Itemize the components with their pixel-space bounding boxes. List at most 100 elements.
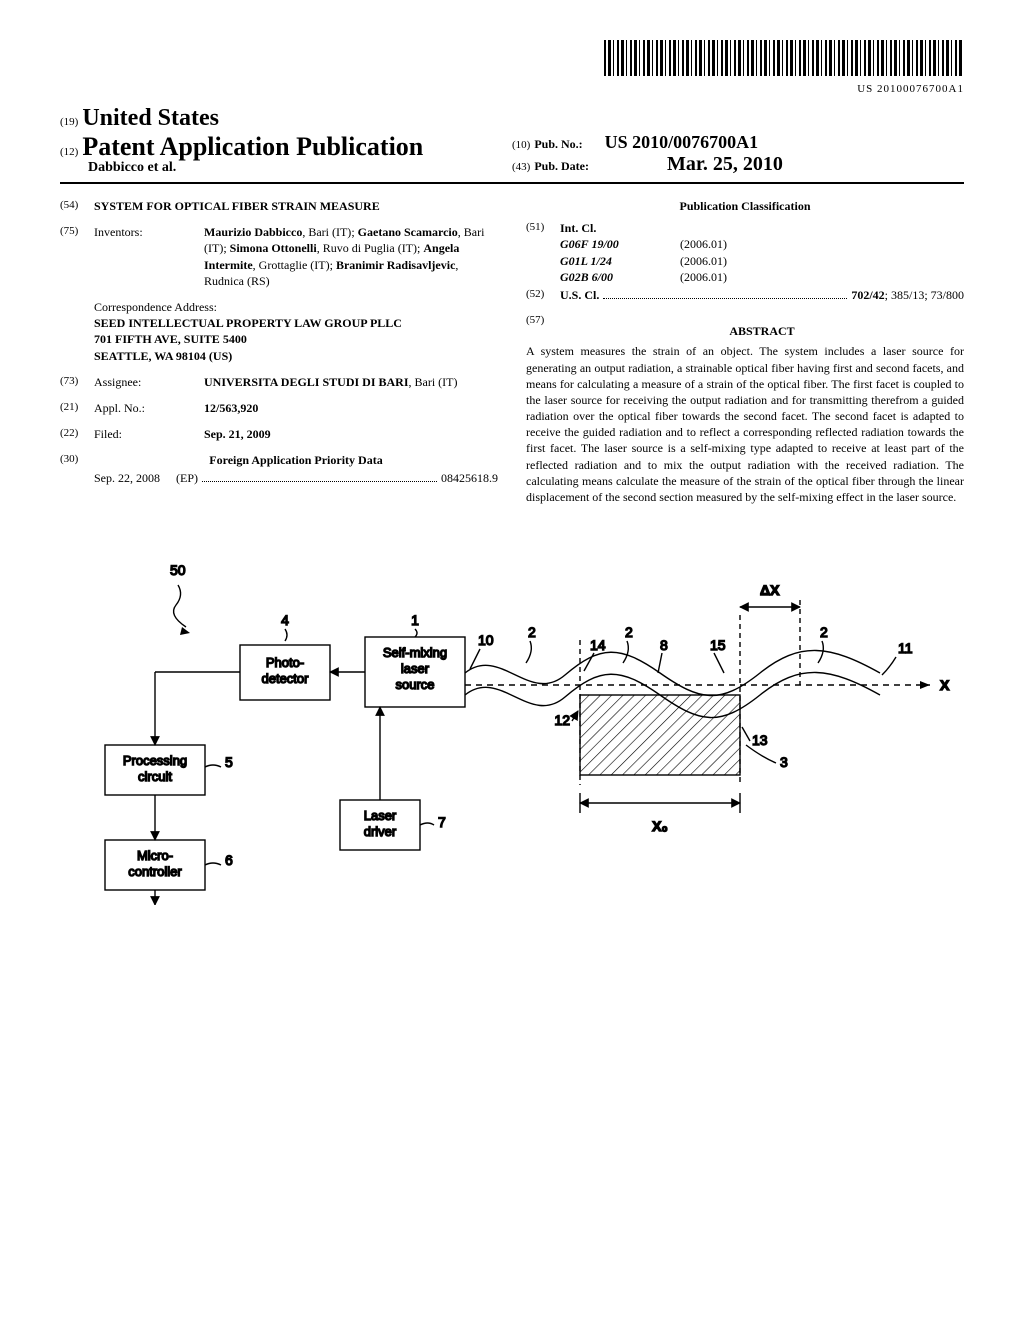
fig-box-proc-l2: circuit (138, 769, 172, 784)
right-column: Publication Classification (51) Int. Cl.… (526, 198, 964, 505)
fig-box-photo-l1: Photo- (266, 655, 304, 670)
intcl-label: Int. Cl. (560, 220, 964, 236)
pubdate-label: Pub. Date: (534, 159, 589, 173)
intcl-class: G06F 19/00 (560, 236, 680, 252)
pubno-value: US 2010/0076700A1 (605, 132, 759, 152)
assignee-name: UNIVERSITA DEGLI STUDI DI BARI (204, 375, 409, 389)
field-intcl: (51) Int. Cl. G06F 19/00 (2006.01) G01L … (526, 220, 964, 285)
priority-cc: (EP) (176, 470, 198, 486)
left-column: (54) SYSTEM FOR OPTICAL FIBER STRAIN MEA… (60, 198, 498, 505)
figure-svg: 50 Photo- detector Self-mixing laser sou… (60, 545, 960, 905)
priority-head: Foreign Application Priority Data (94, 452, 498, 468)
divider (60, 182, 964, 184)
fig-label-50: 50 (170, 562, 186, 578)
fig-label-8: 8 (660, 637, 668, 653)
inventor-name: Maurizio Dabbicco (204, 225, 302, 239)
intcl-year: (2006.01) (680, 269, 727, 285)
correspondence-addr2: SEATTLE, WA 98104 (US) (94, 348, 498, 364)
inventor-loc: Ruvo di Puglia (IT) (323, 241, 417, 255)
figure: 50 Photo- detector Self-mixing laser sou… (60, 545, 964, 910)
fig-label-dx: ΔX (760, 582, 780, 598)
inventors-code: (75) (60, 224, 94, 289)
field-assignee: (73) Assignee: UNIVERSITA DEGLI STUDI DI… (60, 374, 498, 390)
assignee-value: UNIVERSITA DEGLI STUDI DI BARI, Bari (IT… (204, 374, 498, 390)
inventors-list: Maurizio Dabbicco, Bari (IT); Gaetano Sc… (204, 224, 498, 289)
fig-label-3: 3 (780, 754, 788, 770)
inventor-name: Gaetano Scamarcio (358, 225, 458, 239)
field-filed: (22) Filed: Sep. 21, 2009 (60, 426, 498, 442)
pubno-label: Pub. No.: (534, 137, 582, 151)
fig-label-15: 15 (710, 637, 726, 653)
assignee-label: Assignee: (94, 374, 204, 390)
inventor-name: Branimir Radisavljevic (336, 258, 455, 272)
fig-label-13: 13 (752, 732, 768, 748)
intcl-row: G06F 19/00 (2006.01) (560, 236, 964, 252)
intcl-row: G01L 1/24 (2006.01) (560, 253, 964, 269)
inventor-loc: Rudnica (RS) (204, 274, 270, 288)
barcode-number: US 20100076700A1 (60, 83, 964, 95)
invention-title: SYSTEM FOR OPTICAL FIBER STRAIN MEASURE (94, 198, 498, 214)
fig-box-driver-l1: Laser (364, 808, 397, 823)
dotfill-icon (202, 471, 437, 483)
applno-code: (21) (60, 400, 94, 416)
applno-label: Appl. No.: (94, 400, 204, 416)
pubno-code: (10) (512, 139, 530, 151)
intcl-year: (2006.01) (680, 253, 727, 269)
barcode-block: US 20100076700A1 (60, 40, 964, 95)
fig-label-6: 6 (225, 852, 233, 868)
fig-label-2c: 2 (820, 624, 828, 640)
applno-value: 12/563,920 (204, 400, 498, 416)
fig-box-driver-l2: driver (364, 824, 397, 839)
assignee-code: (73) (60, 374, 94, 390)
fig-label-5: 5 (225, 754, 233, 770)
fig-box-laser-l3: source (395, 677, 434, 692)
inventor-loc: Grottaglie (IT) (259, 258, 330, 272)
title-code: (54) (60, 198, 94, 214)
correspondence-name: SEED INTELLECTUAL PROPERTY LAW GROUP PLL… (94, 315, 498, 331)
fig-label-10: 10 (478, 632, 494, 648)
filed-label: Filed: (94, 426, 204, 442)
correspondence-addr1: 701 FIFTH AVE, SUITE 5400 (94, 331, 498, 347)
priority-row: Sep. 22, 2008 (EP) 08425618.9 (94, 470, 498, 486)
uscl-value-bold: 702/42 (851, 287, 884, 303)
uscl-value-rest: ; 385/13; 73/800 (885, 287, 964, 303)
fig-box-micro-l1: Micro- (137, 848, 173, 863)
field-priority-head: (30) Foreign Application Priority Data (60, 452, 498, 468)
pub-code: (12) (60, 146, 78, 158)
field-applno: (21) Appl. No.: 12/563,920 (60, 400, 498, 416)
fig-box-proc-l1: Processing (123, 753, 187, 768)
fig-box-laser-l2: laser (401, 661, 430, 676)
priority-number: 08425618.9 (441, 470, 498, 486)
inventor-name: Simona Ottonelli (230, 241, 317, 255)
fig-label-12: 12 (554, 712, 570, 728)
fig-label-11: 11 (898, 640, 913, 656)
abstract-head: ABSTRACT (560, 323, 964, 339)
fig-label-2b: 2 (625, 624, 633, 640)
correspondence-block: Correspondence Address: SEED INTELLECTUA… (94, 299, 498, 364)
priority-code: (30) (60, 452, 94, 468)
intcl-class: G02B 6/00 (560, 269, 680, 285)
country: United States (82, 105, 219, 131)
publication-title: Patent Application Publication (82, 132, 423, 161)
fig-box-micro-l2: controller (128, 864, 182, 879)
abstract-head-row: (57) ABSTRACT (526, 313, 964, 343)
header: (19) United States (12) Patent Applicati… (60, 105, 964, 176)
inventor-loc: Bari (IT) (308, 225, 351, 239)
country-code: (19) (60, 116, 78, 128)
fig-label-14: 14 (590, 637, 606, 653)
filed-code: (22) (60, 426, 94, 442)
abstract-body: A system measures the strain of an objec… (526, 343, 964, 505)
abstract-code: (57) (526, 313, 560, 343)
fig-label-1: 1 (411, 612, 419, 628)
fig-label-4: 4 (281, 612, 289, 628)
pubdate-code: (43) (512, 161, 530, 173)
pub-classification-head: Publication Classification (526, 198, 964, 214)
body-columns: (54) SYSTEM FOR OPTICAL FIBER STRAIN MEA… (60, 198, 964, 505)
inventors-label: Inventors: (94, 224, 204, 289)
intcl-row: G02B 6/00 (2006.01) (560, 269, 964, 285)
filed-value: Sep. 21, 2009 (204, 426, 498, 442)
priority-date: Sep. 22, 2008 (94, 470, 160, 486)
assignee-loc: , Bari (IT) (409, 375, 458, 389)
field-inventors: (75) Inventors: Maurizio Dabbicco, Bari … (60, 224, 498, 289)
authors-line: Dabbicco et al. (88, 160, 512, 176)
